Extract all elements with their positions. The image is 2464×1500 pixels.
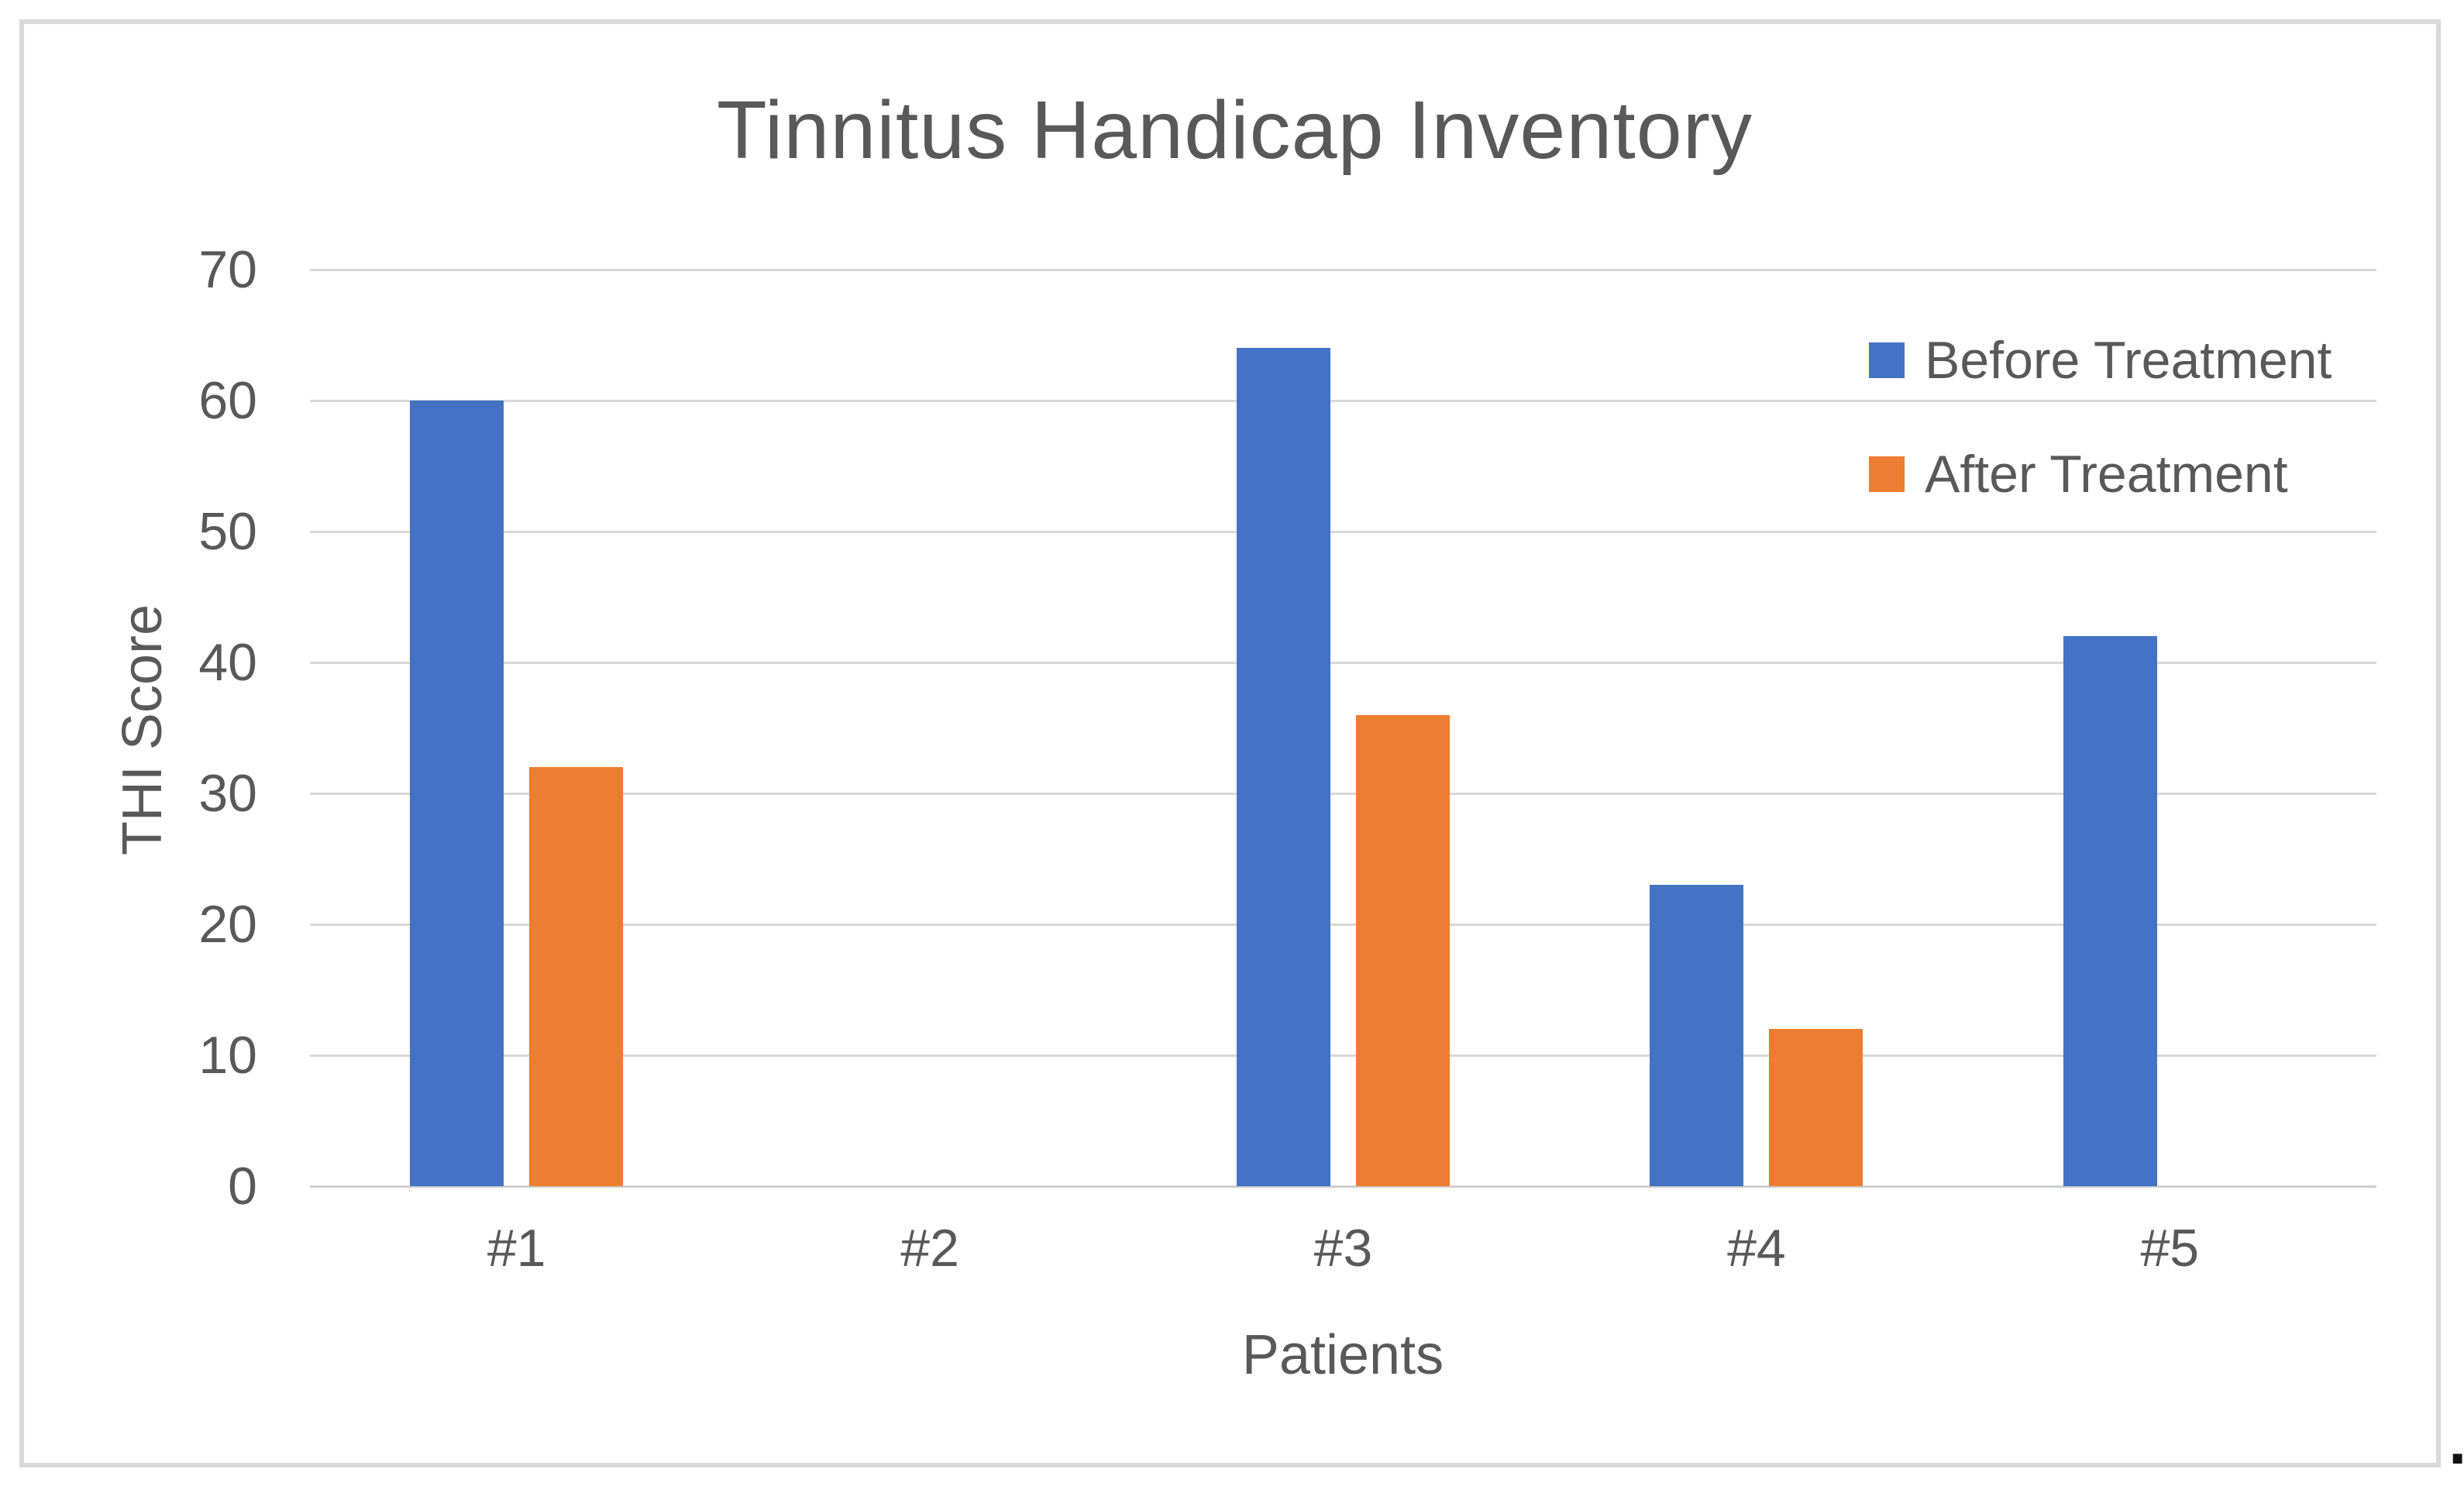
gridline [310,399,2376,402]
bar-before-treatment-patient-3 [1237,348,1330,1186]
y-tick-label: 40 [198,633,257,692]
gridline [310,530,2376,533]
bar-before-treatment-patient-1 [410,401,504,1186]
gridline [310,1054,2376,1057]
x-tick-label: #4 [1727,1219,1786,1278]
x-tick-label: #2 [900,1219,959,1278]
y-tick-label: 10 [198,1026,257,1085]
legend-swatch-after-treatment-icon [1869,456,1905,492]
gridline [310,661,2376,664]
legend-item-before-treatment: Before Treatment [1869,330,2332,390]
gridline [310,268,2376,271]
y-tick-label: 30 [198,764,257,823]
gridline [310,923,2376,926]
x-tick-label: #3 [1313,1219,1373,1278]
chart-title: Tinnitus Handicap Inventory [717,84,1753,176]
bar-before-treatment-patient-5 [2063,636,2157,1186]
gridline [310,792,2376,795]
x-tick-label: #5 [2140,1219,2200,1278]
legend-label: Before Treatment [1925,331,2332,390]
legend-label: After Treatment [1925,445,2288,504]
y-tick-label: 60 [198,371,257,430]
y-tick-label: 20 [198,895,257,954]
trailing-period-text: . [2449,1409,2464,1474]
y-axis-title: THI Score [112,604,174,856]
x-tick-label: #1 [487,1219,546,1278]
y-tick-label: 0 [228,1157,257,1216]
legend-swatch-before-treatment-icon [1869,342,1905,378]
bar-after-treatment-patient-1 [529,767,624,1186]
bar-after-treatment-patient-4 [1769,1029,1863,1186]
x-axis-line [310,1185,2376,1188]
bar-before-treatment-patient-4 [1650,885,1744,1186]
y-tick-label: 70 [198,240,257,299]
bar-after-treatment-patient-3 [1356,714,1450,1186]
legend-item-after-treatment: After Treatment [1869,444,2288,504]
y-tick-label: 50 [198,502,257,561]
x-axis-title: Patients [1241,1324,1444,1386]
